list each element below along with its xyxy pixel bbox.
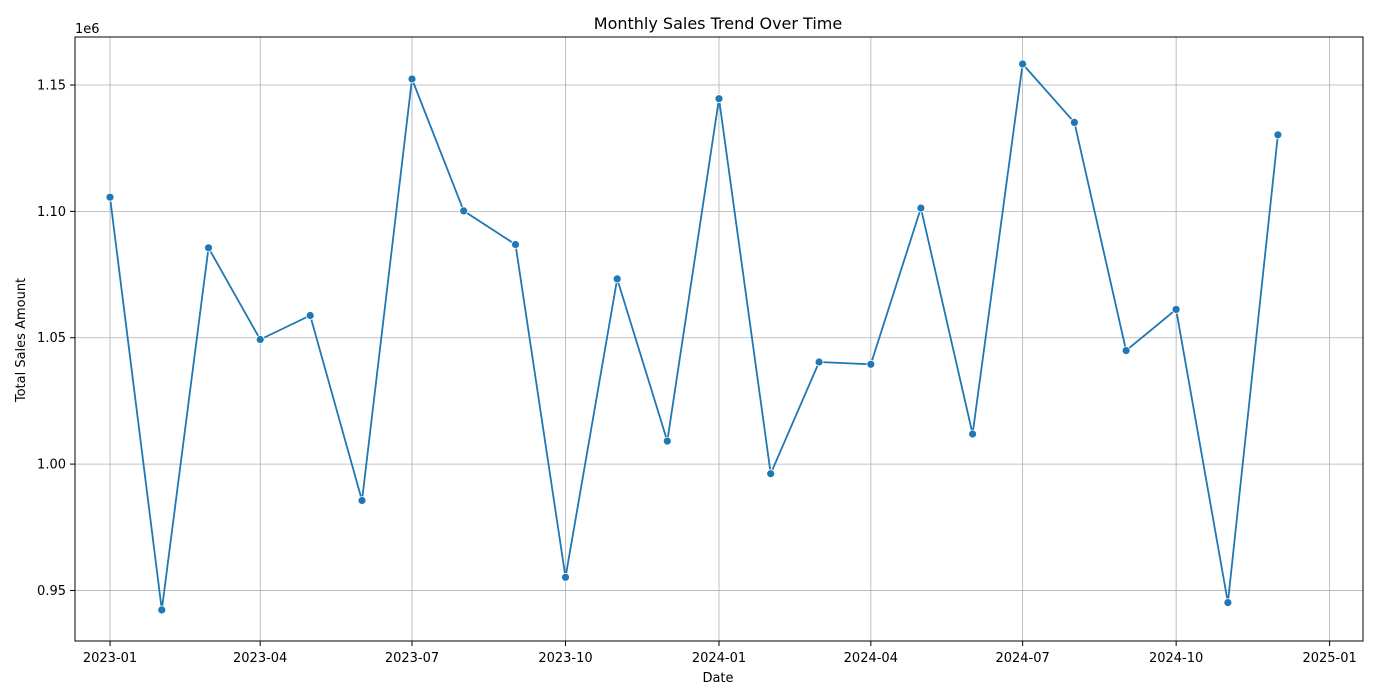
data-point-2023-08-01: [459, 206, 469, 216]
chart-title: Monthly Sales Trend Over Time: [594, 14, 842, 33]
x-tick-label: 2023-07: [385, 651, 439, 666]
data-point-2023-02-01: [157, 605, 167, 615]
data-point-2024-03-01: [814, 357, 824, 367]
data-point-2024-02-01: [766, 469, 776, 479]
data-point-2024-04-01: [866, 359, 876, 369]
x-tick-label: 2023-10: [538, 651, 592, 666]
x-tick-label: 2024-10: [1149, 651, 1203, 666]
x-tick-label: 2025-01: [1302, 651, 1356, 666]
x-tick-label: 2024-04: [844, 651, 898, 666]
data-point-2024-01-01: [714, 94, 724, 104]
grid: [75, 37, 1363, 641]
x-tick-label: 2024-07: [995, 651, 1049, 666]
y-tick-label: 1.00: [37, 458, 66, 473]
y-tick-label: 0.95: [37, 584, 66, 599]
x-tick-label: 2023-04: [233, 651, 287, 666]
data-point-2024-06-01: [968, 429, 977, 439]
data-point-2023-09-01: [511, 240, 520, 249]
series-line: [109, 61, 1279, 611]
data-point-2023-03-01: [204, 243, 213, 253]
data-point-2024-05-01: [916, 203, 926, 213]
data-point-2023-01-01: [105, 192, 115, 202]
data-point-2023-11-01: [612, 274, 622, 284]
data-point-2024-10-01: [1171, 304, 1181, 314]
x-axis-label: Date: [702, 671, 733, 686]
data-point-2023-06-01: [357, 496, 367, 505]
y-tick-label: 1.05: [37, 331, 66, 346]
axis-ticks: 2023-01 2023-04 2023-07 2023-10 2024-01 2024-…: [37, 79, 1357, 666]
data-point-2023-04-01: [255, 335, 265, 344]
data-point-2023-07-01: [407, 74, 417, 84]
data-point-2024-11-01: [1223, 598, 1233, 607]
series-layer: [105, 59, 1283, 615]
x-tick-label: 2023-01: [83, 651, 137, 666]
data-point-2023-10-01: [561, 572, 570, 582]
y-tick-label: 1.15: [37, 79, 66, 94]
data-point-2023-05-01: [305, 311, 315, 320]
y-axis-offset-label: 1e6: [75, 22, 100, 37]
data-point-2024-12-01: [1273, 130, 1283, 140]
data-point-2024-07-01: [1018, 59, 1027, 69]
data-point-2023-12-01: [662, 436, 672, 446]
x-tick-label: 2024-01: [692, 651, 746, 666]
data-point-2024-09-01: [1121, 346, 1131, 356]
y-axis-label: Total Sales Amount: [14, 278, 29, 403]
data-point-2024-08-01: [1070, 118, 1079, 127]
y-tick-label: 1.10: [37, 205, 66, 220]
